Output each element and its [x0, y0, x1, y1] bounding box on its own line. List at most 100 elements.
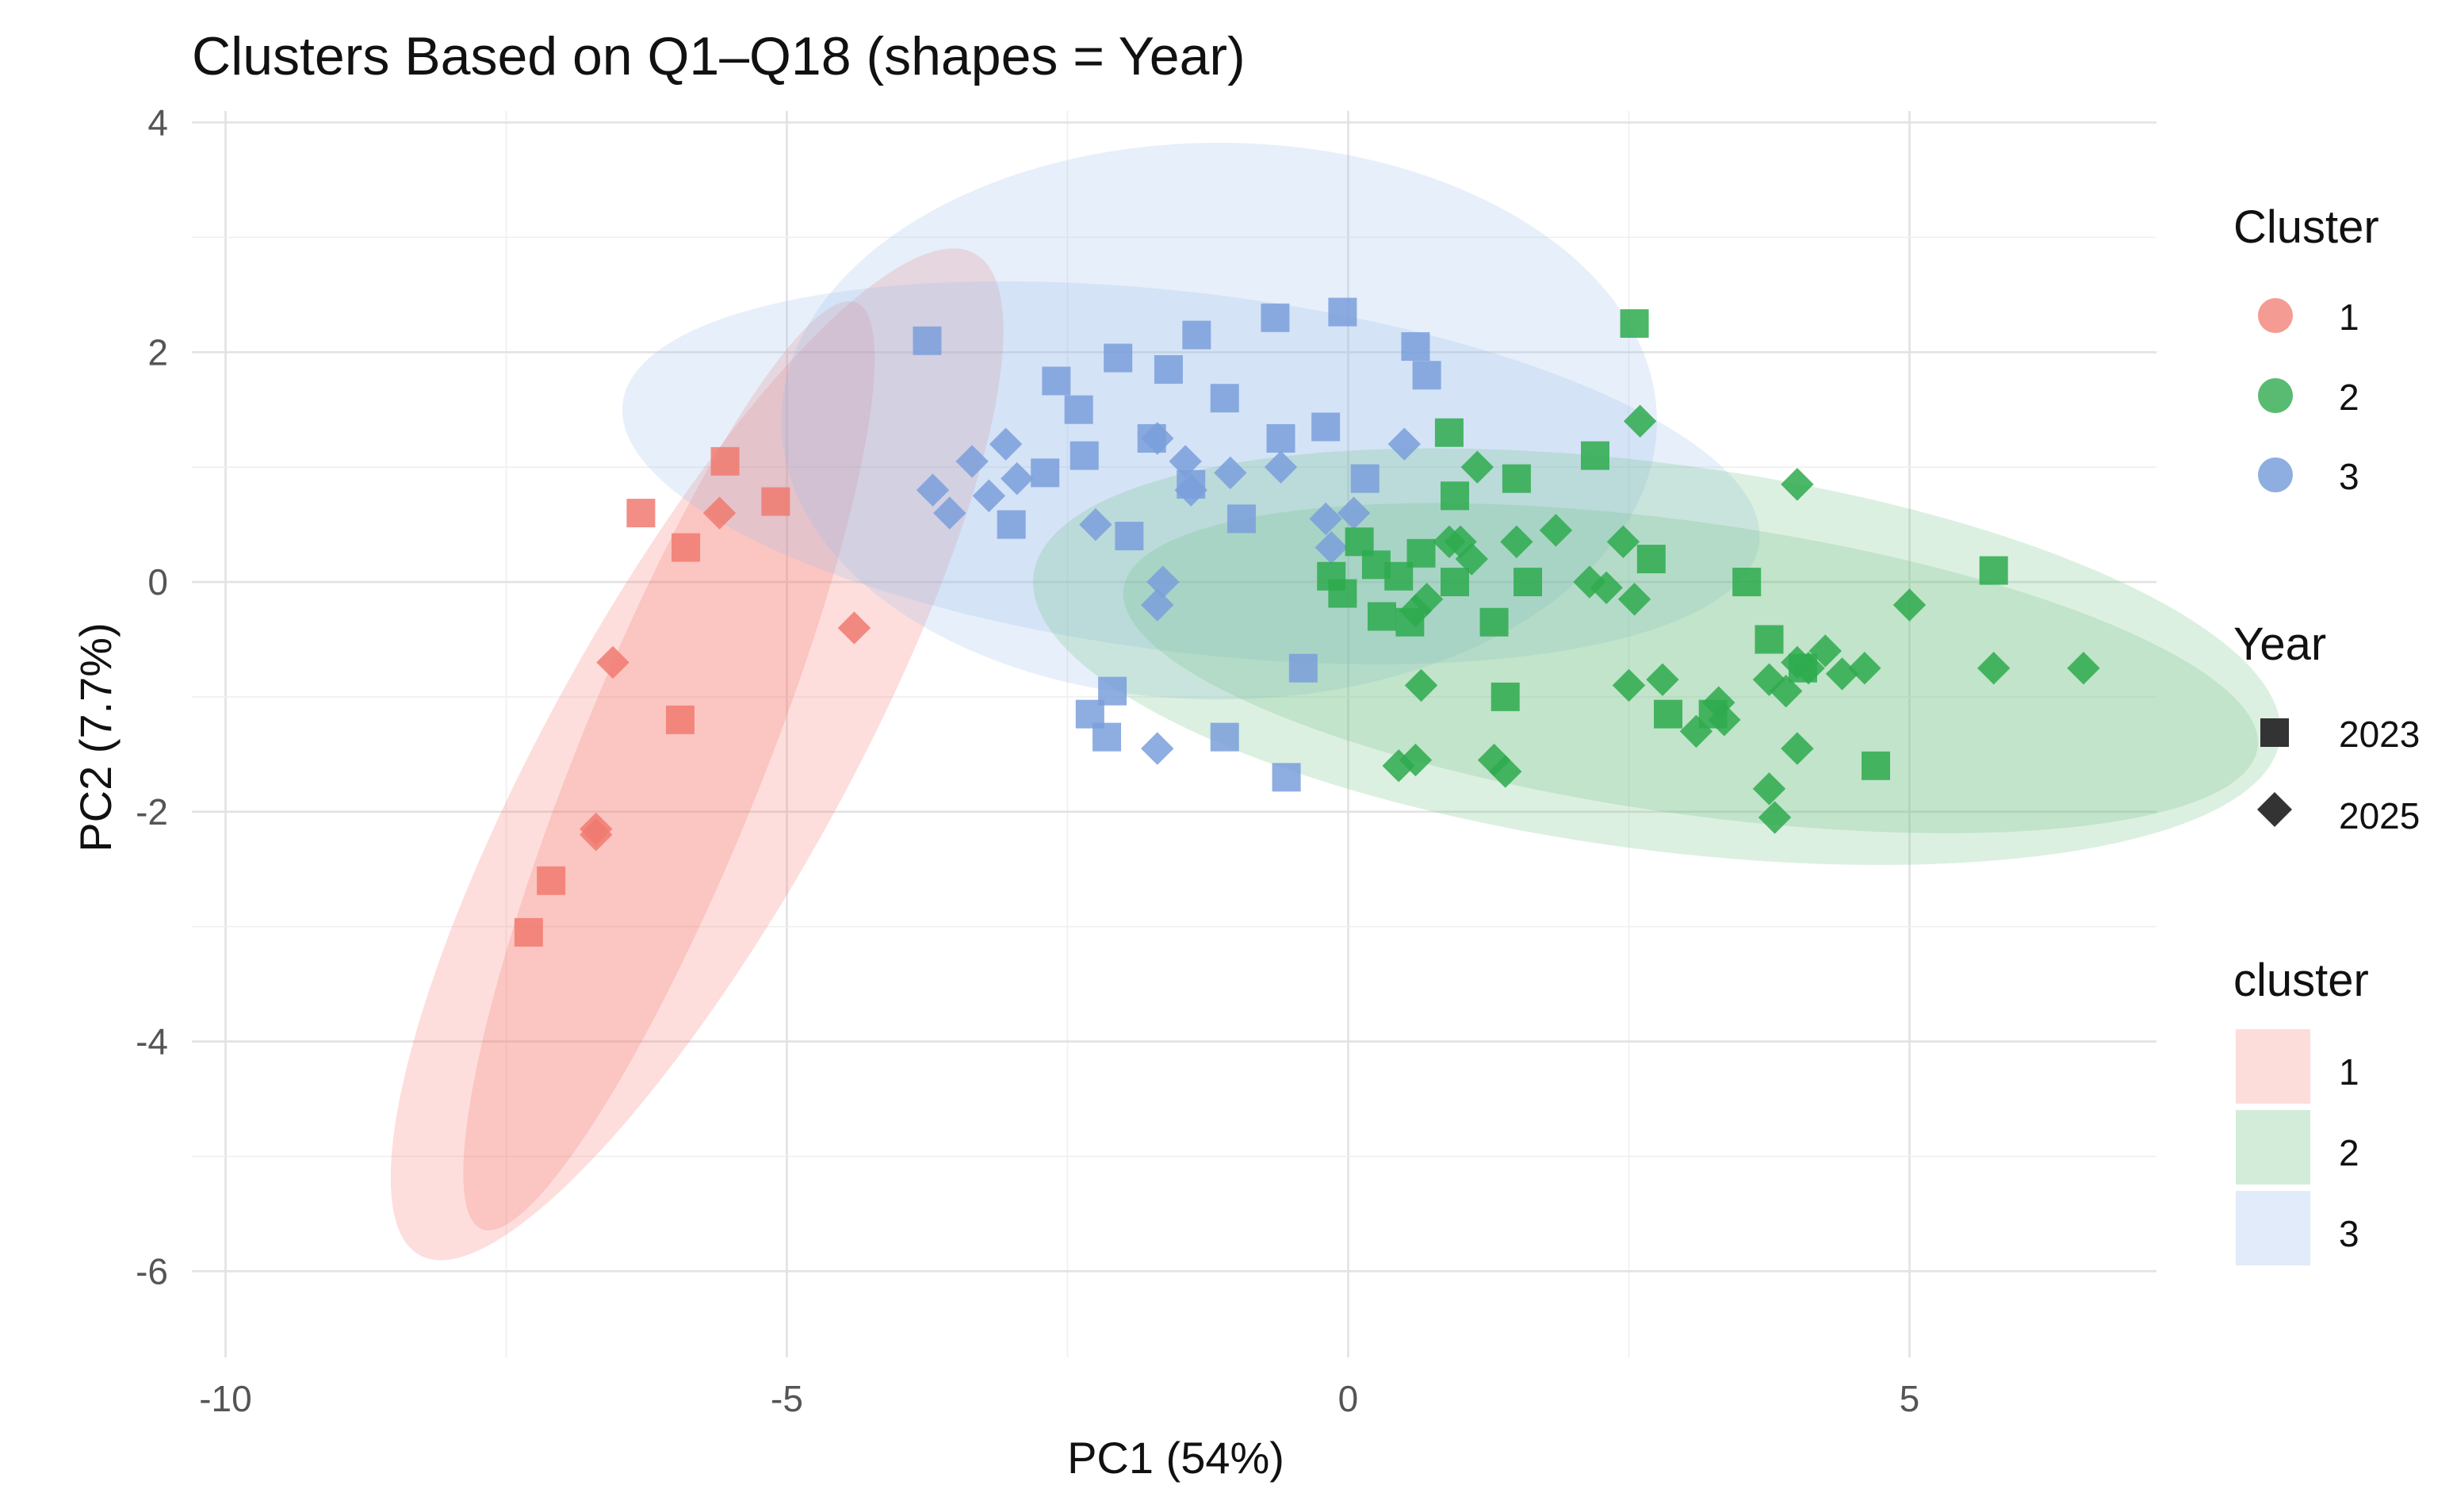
legend-ellipse-2-swatch — [2236, 1110, 2310, 1185]
point-cluster-3-2025 — [1141, 422, 1174, 455]
point-cluster-2-2025 — [1477, 743, 1511, 777]
point-cluster-3-2025 — [1001, 461, 1034, 496]
point-cluster-3-2023 — [1104, 343, 1133, 373]
point-cluster-2-2025 — [1617, 583, 1651, 616]
point-cluster-3-2025 — [916, 473, 950, 507]
point-cluster-2-2023 — [1581, 441, 1609, 470]
point-cluster-3-2025 — [1079, 507, 1112, 542]
point-cluster-2-2025 — [1679, 714, 1713, 748]
point-cluster-1-2025 — [580, 818, 613, 852]
point-cluster-3-2023 — [1042, 366, 1071, 396]
point-cluster-3-2023 — [1261, 303, 1290, 332]
x-tick-label: -10 — [199, 1378, 251, 1419]
point-cluster-2-2023 — [1862, 751, 1890, 780]
point-cluster-2-2025 — [1612, 668, 1646, 702]
legend-year-title: Year — [2233, 618, 2326, 670]
point-cluster-2-2023 — [1367, 602, 1396, 631]
point-cluster-3-2023 — [997, 510, 1026, 539]
legend-cluster-3-swatch — [2258, 457, 2293, 492]
point-cluster-2-2023 — [1979, 556, 2008, 585]
legend-ellipse-2-label: 2 — [2339, 1132, 2359, 1173]
point-cluster-2-2025 — [1781, 468, 1814, 501]
point-cluster-3-2025 — [1169, 445, 1202, 478]
point-cluster-2-2025 — [1792, 651, 1825, 685]
point-cluster-3-2025 — [1309, 502, 1342, 536]
point-cluster-3-2023 — [1266, 423, 1295, 453]
legend-ellipse-title: cluster — [2233, 955, 2369, 1006]
point-cluster-1-2023 — [626, 499, 656, 528]
point-cluster-2-2025 — [1410, 583, 1444, 616]
point-cluster-3-2025 — [1387, 427, 1421, 461]
legend-cluster-2-label: 2 — [2339, 377, 2359, 418]
point-cluster-3-2023 — [1115, 522, 1144, 551]
point-cluster-2-2025 — [1770, 674, 1803, 708]
point-cluster-2-2025 — [1848, 651, 1881, 685]
point-cluster-2-2025 — [1977, 651, 2011, 685]
point-cluster-2-2025 — [1892, 588, 1927, 622]
legend-square-icon — [2260, 718, 2289, 747]
point-cluster-2-2023 — [1491, 682, 1520, 711]
point-cluster-2-2025 — [1399, 594, 1433, 627]
point-cluster-3-2023 — [1210, 384, 1239, 413]
point-cluster-2-2025 — [1646, 663, 1679, 696]
point-cluster-2-2025 — [1455, 542, 1488, 576]
legend-cluster-1-swatch — [2258, 298, 2293, 333]
legend-ellipse-3-swatch — [2236, 1191, 2310, 1265]
point-cluster-3-2023 — [1093, 722, 1122, 752]
point-cluster-3-2023 — [913, 326, 942, 355]
legend-cluster-1-label: 1 — [2339, 297, 2359, 338]
point-cluster-3-2023 — [1210, 722, 1239, 752]
point-cluster-2-2023 — [1755, 625, 1784, 654]
cluster-ellipses — [390, 143, 2281, 1261]
point-cluster-2-2025 — [1606, 525, 1640, 559]
point-cluster-3-2025 — [972, 479, 1006, 513]
point-cluster-3-2025 — [1141, 588, 1174, 622]
point-cluster-3-2025 — [1174, 473, 1207, 507]
legend-cluster-title: Cluster — [2233, 201, 2379, 253]
legend-cluster: Cluster 1 2 3 — [2233, 201, 2379, 497]
chart-title: Clusters Based on Q1–Q18 (shapes = Year) — [192, 26, 1246, 86]
point-cluster-3-2023 — [1226, 504, 1256, 534]
point-cluster-3-2025 — [933, 496, 966, 530]
point-cluster-2-2023 — [1514, 568, 1543, 597]
cluster-2-ellipse — [1033, 448, 2281, 865]
point-cluster-2-2025 — [1573, 565, 1606, 599]
point-cluster-2-2023 — [1441, 481, 1469, 511]
point-cluster-1-2025 — [837, 611, 871, 645]
point-cluster-1-2023 — [710, 446, 740, 476]
y-tick-label: 4 — [147, 101, 168, 143]
point-cluster-3-2025 — [989, 427, 1023, 461]
point-cluster-3-2025 — [1337, 496, 1371, 530]
legend-ellipse-1-label: 1 — [2339, 1051, 2359, 1093]
y-tick-label: -4 — [136, 1021, 168, 1062]
point-cluster-2-2023 — [1636, 545, 1666, 574]
point-cluster-2-2025 — [1590, 571, 1623, 604]
point-cluster-2-2025 — [1825, 657, 1859, 691]
point-cluster-2-2023 — [1479, 607, 1509, 637]
legend-ellipse-cluster: cluster 1 2 3 — [2233, 955, 2369, 1265]
point-cluster-2-2023 — [1732, 568, 1762, 597]
point-cluster-2-2025 — [1623, 404, 1657, 438]
point-cluster-3-2023 — [1070, 441, 1099, 470]
point-cluster-2-2025 — [1444, 525, 1477, 559]
legend-cluster-2-swatch — [2258, 378, 2293, 413]
point-cluster-3-2023 — [1412, 361, 1441, 390]
point-cluster-2-2025 — [1489, 755, 1522, 788]
legend-ellipse-1-swatch — [2236, 1029, 2310, 1104]
point-cluster-2-2025 — [1781, 732, 1814, 765]
point-cluster-2-2025 — [2067, 651, 2100, 685]
point-cluster-1-2023 — [761, 487, 790, 516]
point-cluster-1-2023 — [514, 917, 543, 947]
point-cluster-2-2025 — [1752, 772, 1786, 806]
point-cluster-1-2023 — [665, 705, 695, 734]
legend-ellipse-3-label: 3 — [2339, 1213, 2359, 1254]
point-cluster-2-2023 — [1502, 464, 1531, 493]
point-cluster-2-2025 — [1708, 703, 1741, 737]
point-cluster-3-2023 — [1288, 653, 1318, 683]
x-axis-title: PC1 (54%) — [1067, 1433, 1284, 1483]
point-cluster-3-2025 — [1214, 456, 1247, 490]
y-tick-label: 0 — [147, 561, 168, 603]
x-tick-label: 0 — [1338, 1378, 1359, 1419]
point-cluster-3-2023 — [1182, 320, 1211, 350]
